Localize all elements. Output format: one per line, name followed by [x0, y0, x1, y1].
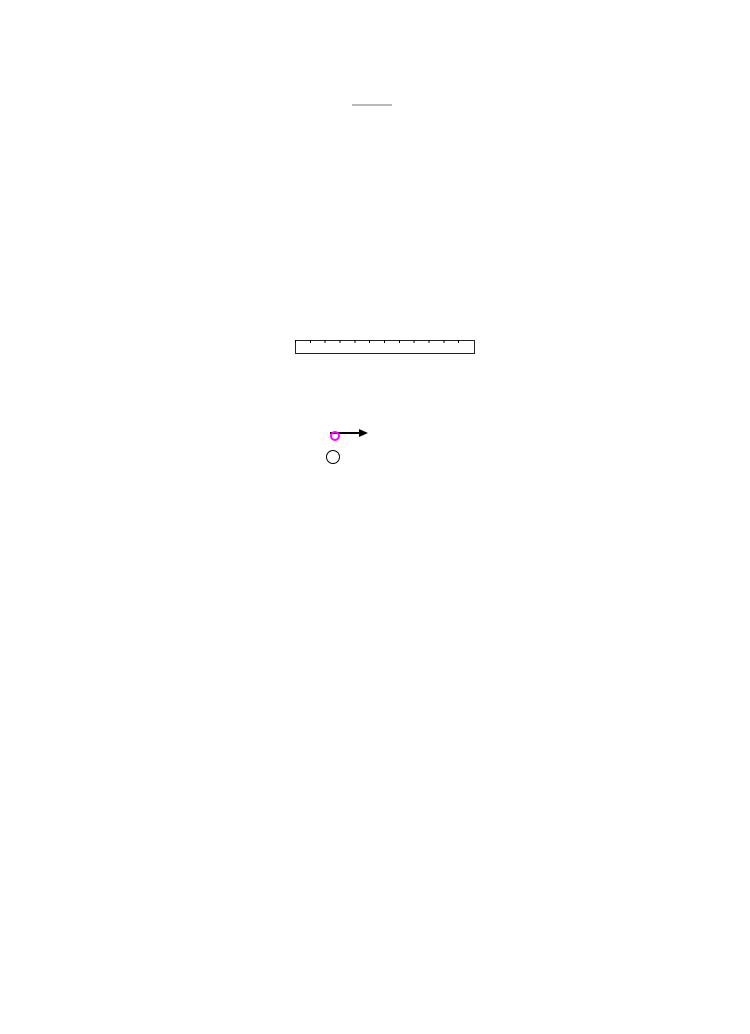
velocity-reference-arrow	[330, 429, 368, 437]
ocean-current-map	[0, 0, 750, 740]
bathymetry-line-sample	[352, 104, 392, 106]
ship-marker-icon	[326, 450, 340, 464]
imos-copyright-label	[728, 734, 744, 1034]
colorbar-ticks	[295, 340, 473, 343]
argo-marker-icon	[330, 431, 340, 441]
